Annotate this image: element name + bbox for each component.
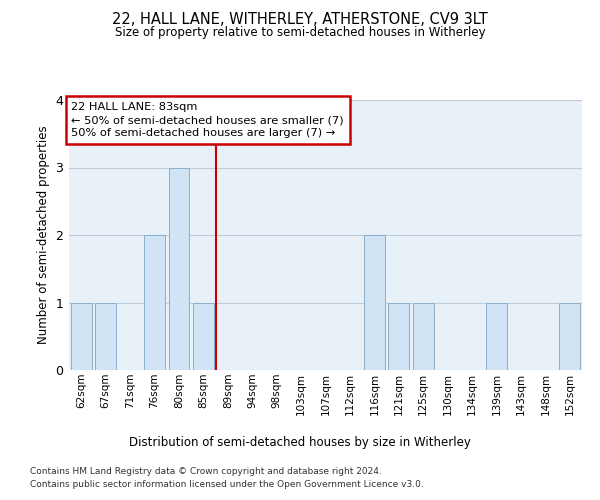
Text: Distribution of semi-detached houses by size in Witherley: Distribution of semi-detached houses by …: [129, 436, 471, 449]
Text: 22, HALL LANE, WITHERLEY, ATHERSTONE, CV9 3LT: 22, HALL LANE, WITHERLEY, ATHERSTONE, CV…: [112, 12, 488, 28]
Text: Contains public sector information licensed under the Open Government Licence v3: Contains public sector information licen…: [30, 480, 424, 489]
Text: Contains HM Land Registry data © Crown copyright and database right 2024.: Contains HM Land Registry data © Crown c…: [30, 467, 382, 476]
Bar: [144, 235, 165, 370]
Bar: [486, 302, 507, 370]
Bar: [193, 302, 214, 370]
Bar: [413, 302, 434, 370]
Bar: [559, 302, 580, 370]
Bar: [95, 302, 116, 370]
Bar: [71, 302, 92, 370]
Text: Size of property relative to semi-detached houses in Witherley: Size of property relative to semi-detach…: [115, 26, 485, 39]
Text: 22 HALL LANE: 83sqm
← 50% of semi-detached houses are smaller (7)
50% of semi-de: 22 HALL LANE: 83sqm ← 50% of semi-detach…: [71, 102, 344, 139]
Bar: [388, 302, 409, 370]
Y-axis label: Number of semi-detached properties: Number of semi-detached properties: [37, 126, 50, 344]
Bar: [364, 235, 385, 370]
Bar: [169, 168, 190, 370]
